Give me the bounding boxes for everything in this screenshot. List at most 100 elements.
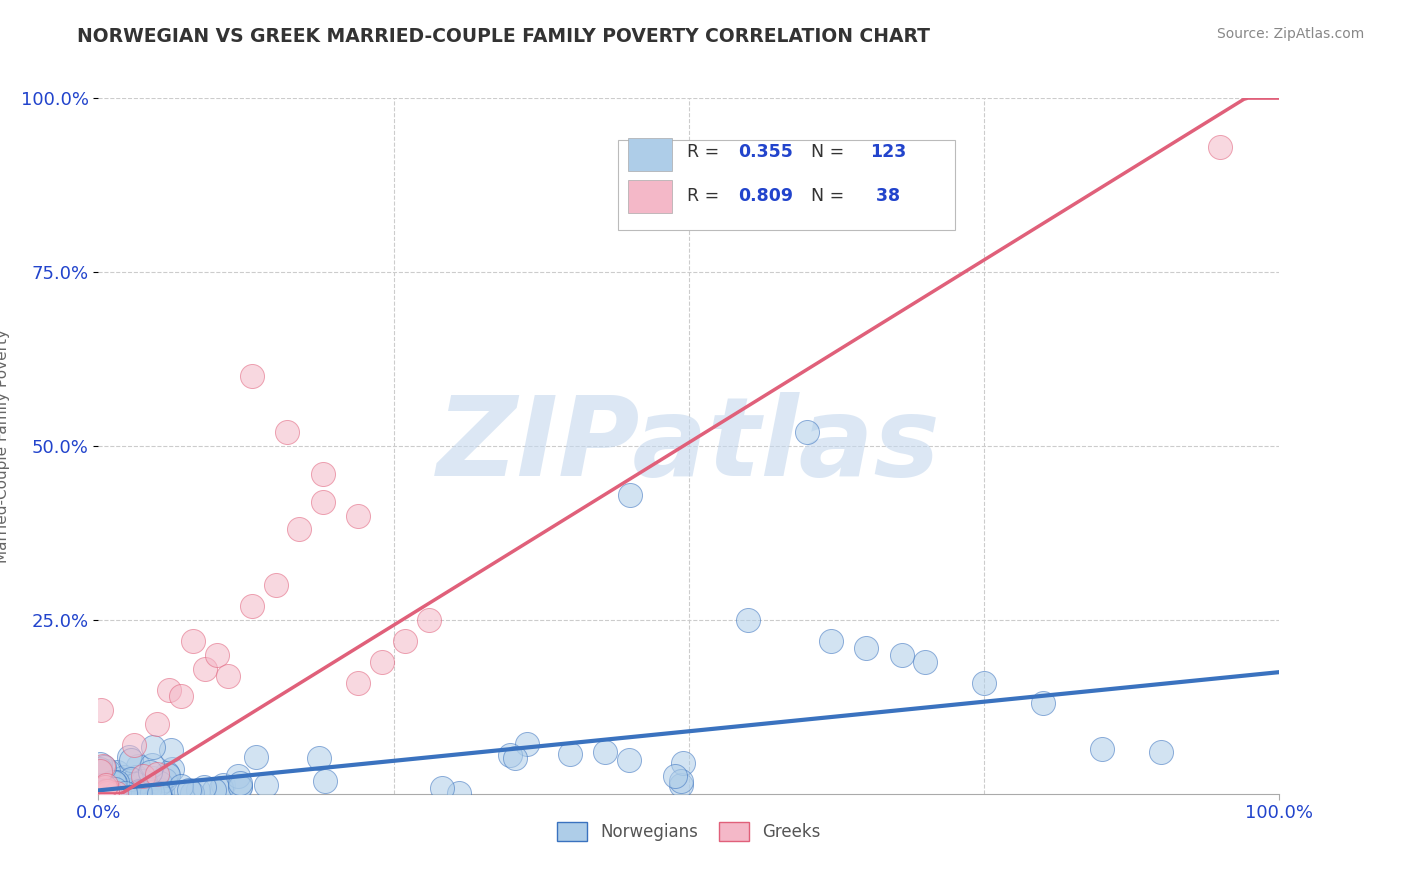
- Point: [125, 783, 148, 797]
- Point: [187, 782, 209, 797]
- Point: [120, 772, 142, 786]
- Point: [146, 767, 169, 781]
- Point: [160, 742, 183, 756]
- Point: [101, 776, 124, 790]
- Point: [97, 764, 120, 778]
- Point: [312, 467, 335, 481]
- Point: [157, 682, 180, 697]
- Point: [146, 717, 169, 731]
- Point: [93, 787, 115, 801]
- Point: [104, 781, 127, 796]
- Point: [254, 778, 277, 792]
- Point: [135, 781, 157, 796]
- Text: N =: N =: [811, 186, 849, 204]
- Point: [103, 782, 125, 797]
- Point: [394, 633, 416, 648]
- Point: [138, 782, 160, 797]
- Point: [89, 764, 111, 778]
- Point: [229, 776, 252, 790]
- Point: [194, 662, 217, 676]
- Point: [105, 786, 128, 800]
- Text: R =: R =: [686, 144, 724, 161]
- Point: [112, 770, 135, 784]
- Point: [148, 776, 170, 790]
- Point: [103, 787, 125, 801]
- Text: 0.809: 0.809: [738, 186, 793, 204]
- Point: [118, 749, 141, 764]
- Point: [139, 764, 162, 779]
- Text: 123: 123: [870, 144, 905, 161]
- Point: [120, 753, 142, 767]
- Point: [91, 759, 114, 773]
- Point: [820, 633, 842, 648]
- Point: [516, 737, 538, 751]
- Point: [118, 786, 141, 800]
- Point: [1150, 745, 1173, 759]
- Point: [107, 772, 129, 786]
- Point: [90, 785, 112, 799]
- Point: [96, 784, 118, 798]
- Point: [138, 776, 160, 790]
- Point: [89, 764, 111, 778]
- Point: [245, 750, 267, 764]
- Point: [308, 750, 330, 764]
- Point: [170, 786, 193, 800]
- Point: [104, 776, 127, 790]
- Point: [97, 784, 120, 798]
- Point: [157, 768, 180, 782]
- Point: [89, 757, 111, 772]
- Point: [94, 778, 117, 792]
- Point: [105, 775, 128, 789]
- Point: [104, 784, 127, 798]
- Point: [105, 765, 128, 780]
- Point: [180, 787, 202, 801]
- Point: [103, 774, 125, 789]
- Point: [128, 784, 150, 798]
- Point: [100, 779, 122, 793]
- Point: [170, 690, 193, 704]
- FancyBboxPatch shape: [619, 140, 955, 230]
- Point: [209, 780, 232, 795]
- Point: [619, 753, 641, 767]
- Point: [103, 784, 125, 798]
- Point: [264, 578, 287, 592]
- Point: [132, 774, 155, 789]
- Text: 38: 38: [870, 186, 900, 204]
- Point: [94, 780, 117, 795]
- Text: Source: ZipAtlas.com: Source: ZipAtlas.com: [1216, 27, 1364, 41]
- Point: [111, 784, 134, 798]
- Point: [593, 745, 616, 759]
- Point: [240, 599, 263, 613]
- Point: [162, 762, 184, 776]
- Point: [96, 772, 118, 787]
- Point: [240, 369, 263, 384]
- Point: [117, 779, 139, 793]
- Point: [111, 783, 134, 797]
- FancyBboxPatch shape: [627, 137, 672, 171]
- Point: [148, 787, 170, 801]
- Point: [94, 779, 117, 793]
- Text: NORWEGIAN VS GREEK MARRIED-COUPLE FAMILY POVERTY CORRELATION CHART: NORWEGIAN VS GREEK MARRIED-COUPLE FAMILY…: [77, 27, 931, 45]
- Point: [94, 784, 117, 798]
- Point: [737, 613, 759, 627]
- Point: [107, 785, 129, 799]
- Point: [288, 523, 311, 537]
- Point: [973, 675, 995, 690]
- Point: [149, 783, 172, 797]
- Point: [93, 770, 115, 784]
- Point: [93, 784, 115, 798]
- Point: [96, 783, 118, 797]
- Point: [101, 785, 124, 799]
- Point: [100, 780, 122, 794]
- Point: [202, 783, 225, 797]
- Point: [91, 786, 114, 800]
- Point: [87, 786, 110, 800]
- FancyBboxPatch shape: [627, 179, 672, 213]
- Point: [226, 769, 249, 783]
- Point: [94, 786, 117, 800]
- Point: [142, 772, 165, 786]
- Point: [914, 655, 936, 669]
- Point: [89, 783, 111, 797]
- Text: 0.355: 0.355: [738, 144, 793, 161]
- Point: [97, 779, 120, 793]
